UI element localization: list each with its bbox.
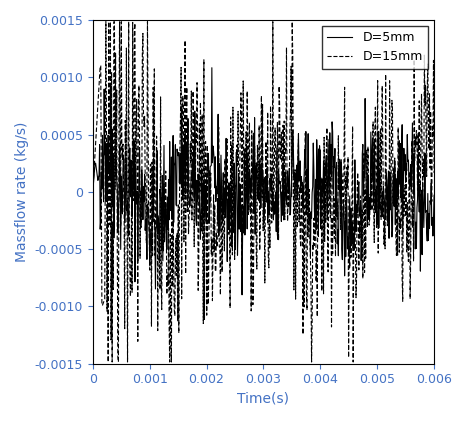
Line: D=15mm: D=15mm: [93, 22, 434, 362]
D=5mm: [319, 179, 325, 184]
Legend: D=5mm, D=15mm: D=5mm, D=15mm: [322, 26, 428, 69]
D=5mm: [348, 205, 354, 210]
D=15mm: [348, 255, 354, 260]
X-axis label: Time(s): Time(s): [237, 392, 290, 406]
D=15mm: [292, 167, 298, 172]
D=5mm: [178, 151, 184, 156]
Line: D=5mm: D=5mm: [93, 68, 434, 295]
D=15mm: [90, 189, 96, 195]
D=5mm: [150, 164, 156, 169]
D=5mm: [431, 193, 437, 198]
D=15mm: [431, 171, 437, 176]
D=5mm: [246, 182, 251, 187]
D=15mm: [246, 212, 251, 217]
D=15mm: [103, 19, 109, 24]
D=5mm: [239, 292, 245, 297]
D=15mm: [179, 296, 184, 301]
D=15mm: [151, 67, 157, 72]
D=15mm: [106, 360, 111, 365]
D=5mm: [90, 189, 96, 195]
D=5mm: [209, 65, 215, 70]
Y-axis label: Massflow rate (kg/s): Massflow rate (kg/s): [15, 122, 29, 262]
D=5mm: [292, 198, 298, 203]
D=15mm: [319, 288, 325, 293]
